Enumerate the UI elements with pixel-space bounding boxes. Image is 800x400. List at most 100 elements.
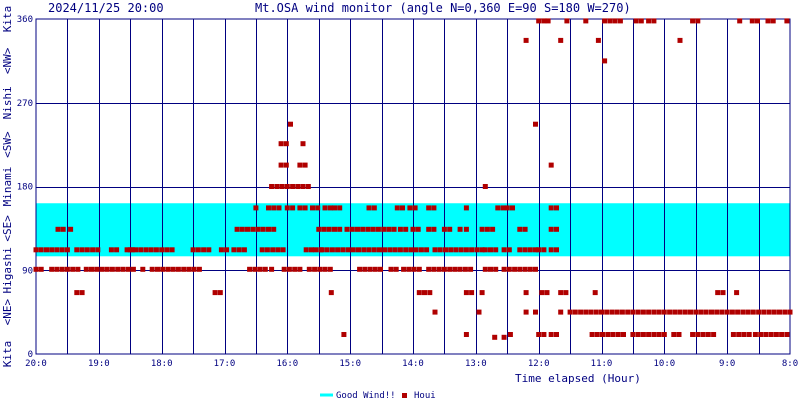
houi-point xyxy=(558,310,563,315)
houi-point xyxy=(281,247,286,252)
houi-point xyxy=(381,227,386,232)
houi-point xyxy=(524,290,529,295)
houi-point xyxy=(782,310,787,315)
houi-point xyxy=(688,310,693,315)
houi-point xyxy=(424,247,429,252)
houi-point xyxy=(568,310,573,315)
houi-point xyxy=(266,227,271,232)
houi-point xyxy=(413,205,418,210)
houi-point xyxy=(206,247,211,252)
houi-point xyxy=(667,310,672,315)
houi-point xyxy=(345,227,350,232)
houi-point xyxy=(678,310,683,315)
houi-point xyxy=(464,247,469,252)
legend-houi-label: Houi xyxy=(414,391,436,400)
houi-point xyxy=(49,267,54,272)
houi-point xyxy=(411,227,416,232)
houi-point xyxy=(407,205,412,210)
houi-point xyxy=(662,310,667,315)
houi-point xyxy=(715,290,720,295)
houi-point xyxy=(554,332,559,337)
houi-point xyxy=(337,205,342,210)
houi-point xyxy=(417,290,422,295)
houi-point xyxy=(554,205,559,210)
houi-point xyxy=(463,267,468,272)
houi-point xyxy=(312,267,317,272)
houi-point xyxy=(593,290,598,295)
houi-point xyxy=(341,332,346,337)
houi-point xyxy=(502,247,507,252)
houi-point xyxy=(295,184,300,189)
houi-point xyxy=(372,247,377,252)
houi-point xyxy=(646,332,651,337)
houi-point xyxy=(197,267,202,272)
houi-point xyxy=(260,247,265,252)
houi-point xyxy=(488,247,493,252)
houi-point xyxy=(767,310,772,315)
houi-point xyxy=(480,290,485,295)
houi-point xyxy=(80,290,85,295)
x-tick-label: 10:0 xyxy=(653,359,675,369)
x-tick-label: 14:0 xyxy=(402,359,424,369)
houi-point xyxy=(263,267,268,272)
houi-point xyxy=(274,184,279,189)
houi-point xyxy=(154,247,159,252)
houi-point xyxy=(54,247,59,252)
houi-point xyxy=(502,267,507,272)
houi-point xyxy=(641,310,646,315)
houi-point xyxy=(376,227,381,232)
houi-point xyxy=(94,267,99,272)
houi-point xyxy=(332,205,337,210)
houi-point xyxy=(701,332,706,337)
houi-point xyxy=(549,227,554,232)
houi-point xyxy=(85,247,90,252)
houi-point xyxy=(351,247,356,252)
houi-point xyxy=(578,310,583,315)
houi-point xyxy=(596,38,601,43)
houi-point xyxy=(709,310,714,315)
houi-point xyxy=(690,18,695,23)
houi-point xyxy=(533,122,538,127)
houi-point xyxy=(44,247,49,252)
houi-point xyxy=(325,247,330,252)
houi-point xyxy=(366,227,371,232)
houi-point xyxy=(711,332,716,337)
houi-point xyxy=(355,227,360,232)
houi-point xyxy=(590,332,595,337)
houi-point xyxy=(761,310,766,315)
houi-point xyxy=(269,267,274,272)
houi-point xyxy=(437,267,442,272)
houi-point xyxy=(303,205,308,210)
houi-point xyxy=(636,310,641,315)
houi-point xyxy=(297,205,302,210)
y-direction-label: <SE> xyxy=(1,215,14,242)
houi-point xyxy=(361,247,366,252)
houi-point xyxy=(401,267,406,272)
chart-title: Mt.OSA wind monitor (angle N=0,360 E=90 … xyxy=(255,1,631,15)
houi-point xyxy=(746,310,751,315)
houi-point xyxy=(784,18,789,23)
houi-point xyxy=(105,267,110,272)
houi-point xyxy=(469,247,474,252)
houi-point xyxy=(524,38,529,43)
houi-point xyxy=(721,290,726,295)
y-direction-label: Minami xyxy=(1,167,14,207)
houi-point xyxy=(508,332,513,337)
houi-point xyxy=(539,290,544,295)
houi-point xyxy=(492,335,497,340)
houi-point xyxy=(583,18,588,23)
houi-point xyxy=(218,290,223,295)
houi-point xyxy=(330,247,335,252)
houi-point xyxy=(583,310,588,315)
houi-point xyxy=(362,267,367,272)
houi-point xyxy=(133,247,138,252)
houi-point xyxy=(474,247,479,252)
houi-point xyxy=(126,267,131,272)
houi-point xyxy=(201,247,206,252)
houi-point xyxy=(545,290,550,295)
houi-point xyxy=(245,227,250,232)
houi-point xyxy=(774,332,779,337)
x-tick-label: 17:0 xyxy=(214,359,236,369)
y-tick-label: 360 xyxy=(17,15,33,25)
houi-point xyxy=(34,247,39,252)
